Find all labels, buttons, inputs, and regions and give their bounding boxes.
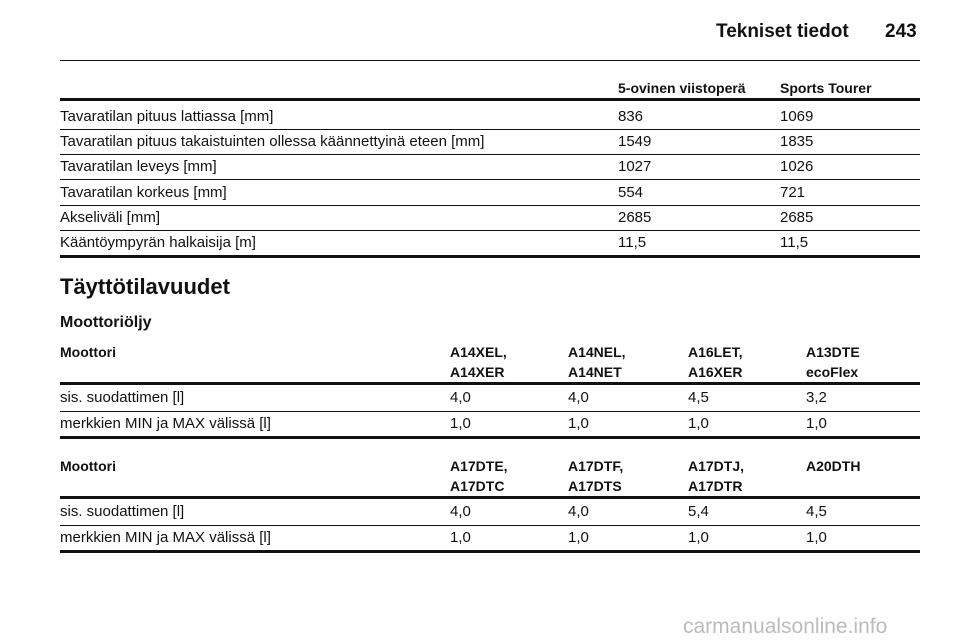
column-header: A17DTC	[450, 478, 505, 494]
table-rule	[60, 382, 920, 385]
cell-value: 4,0	[450, 503, 471, 520]
table-rule	[60, 179, 920, 181]
row-label: Tavaratilan leveys [mm]	[60, 158, 217, 176]
cell-value: 1027	[618, 158, 652, 176]
table-rule	[60, 496, 920, 499]
cell-value: 1,0	[450, 529, 471, 546]
row-label: Tavaratilan pituus lattiassa [mm]	[60, 108, 274, 125]
row-label: Tavaratilan korkeus [mm]	[60, 183, 227, 201]
table-rule	[60, 129, 920, 130]
cell-value: 11,5	[780, 234, 809, 251]
table-rule	[60, 229, 920, 231]
row-label: merkkien MIN ja MAX välissä [l]	[60, 529, 271, 546]
column-header: A14XER	[450, 364, 505, 380]
header-title: Tekniset tiedot	[716, 21, 849, 42]
row-label: sis. suodattimen [l]	[60, 389, 185, 406]
cell-value: 4,5	[806, 503, 827, 520]
table-rule	[60, 204, 920, 206]
column-header: A17DTE,	[450, 458, 508, 474]
table-rule	[60, 550, 920, 553]
cell-value: 4,5	[688, 389, 709, 406]
row-label: sis. suodattimen [l]	[60, 503, 185, 520]
cell-value: 721	[780, 183, 806, 201]
cell-value: 1,0	[688, 529, 709, 546]
row-label: Akseliväli [mm]	[60, 208, 161, 226]
row-label: Tavaratilan pituus takaistuinten ollessa…	[60, 133, 485, 151]
column-header: A20DTH	[806, 458, 861, 474]
table-rule	[60, 154, 920, 156]
cell-value: 4,0	[568, 389, 589, 406]
cell-value: 1,0	[688, 415, 709, 432]
table-rule	[60, 525, 920, 526]
cell-value: 4,0	[450, 389, 471, 406]
cell-value: 1,0	[568, 415, 589, 432]
cell-value: 1549	[618, 133, 652, 151]
column-header: A16LET,	[688, 344, 743, 360]
cell-value: 1026	[780, 158, 814, 176]
column-header: A17DTF,	[568, 458, 624, 474]
table-rule	[60, 98, 920, 101]
cell-value: 1,0	[568, 529, 589, 546]
cell-value: 3,2	[806, 389, 827, 406]
table-label: Moottori	[60, 458, 116, 474]
cell-value: 2685	[780, 208, 814, 226]
column-header: A17DTJ,	[688, 458, 745, 474]
column-header: A14XEL,	[450, 344, 507, 360]
cell-value: 2685	[618, 208, 652, 226]
cell-value: 1,0	[450, 415, 471, 432]
column-header: A17DTS	[568, 478, 622, 494]
column-header: A16XER	[688, 364, 743, 380]
table-rule	[60, 411, 920, 412]
cell-value: 1069	[780, 108, 814, 125]
column-header: A14NEL,	[568, 344, 626, 360]
cell-value: 836	[618, 108, 644, 125]
column-header: 5-ovinen viistoperä	[618, 80, 746, 96]
cell-value: 1835	[780, 133, 814, 151]
cell-value: 1,0	[806, 529, 827, 546]
cell-value: 4,0	[568, 503, 589, 520]
table-rule	[60, 255, 920, 258]
header-rule	[60, 60, 920, 61]
column-header: Sports Tourer	[780, 80, 872, 96]
column-header: ecoFlex	[806, 364, 859, 380]
table-rule	[60, 436, 920, 439]
cell-value: 11,5	[618, 234, 647, 251]
page-number: 243	[885, 21, 917, 42]
row-label: merkkien MIN ja MAX välissä [l]	[60, 415, 271, 432]
column-header: A13DTE	[806, 344, 860, 360]
row-label: Kääntöympyrän halkaisija [m]	[60, 234, 256, 251]
section-title: Täyttötilavuudet	[60, 274, 230, 299]
cell-value: 5,4	[688, 503, 709, 520]
table-label: Moottori	[60, 344, 116, 360]
cell-value: 554	[618, 183, 644, 201]
section-subtitle: Moottoriöljy	[60, 314, 152, 331]
watermark: carmanualsonline.info	[683, 615, 888, 638]
column-header: A17DTR	[688, 478, 743, 494]
column-header: A14NET	[568, 364, 622, 380]
cell-value: 1,0	[806, 415, 827, 432]
